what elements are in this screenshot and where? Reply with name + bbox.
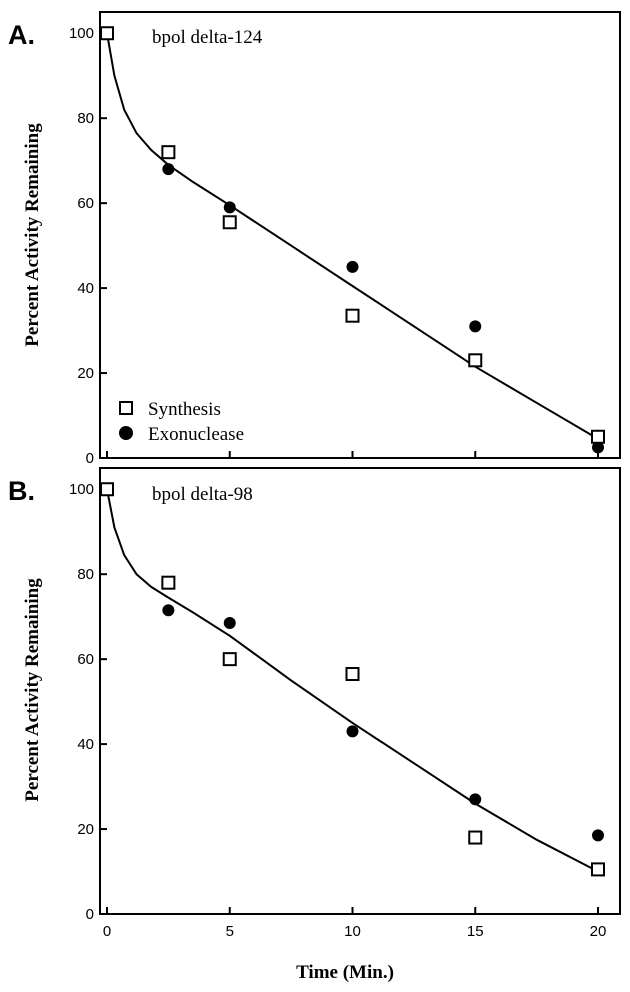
panel-b-letter: B.: [8, 476, 35, 506]
panel-a-y-tick-label: 60: [77, 195, 94, 212]
panel-a-y-tick-label: 20: [77, 365, 94, 382]
panel-b-exonuclease-point: [223, 617, 236, 630]
panel-a-exonuclease-point: [223, 201, 236, 214]
panel-a-synthesis-point: [161, 145, 176, 160]
panel-b-x-tick-label: 20: [590, 923, 607, 940]
panel-b-y-tick-label: 40: [77, 736, 94, 753]
panel-a-y-tick-label: 40: [77, 280, 94, 297]
panel-b-x-tick-label: 15: [467, 923, 484, 940]
panel-b-synthesis-point: [161, 575, 176, 590]
panel-b-x-tick-label: 10: [344, 923, 361, 940]
panel-b-synthesis-point: [222, 652, 237, 667]
panel-b-exonuclease-point: [592, 829, 604, 842]
panel-a-title: bpol delta-124: [152, 27, 263, 48]
panel-b-plot-frame: [99, 467, 621, 915]
panel-b: B. bpol delta-98 Percent Activity Remain…: [8, 467, 621, 983]
panel-b-synthesis-point: [100, 482, 114, 497]
panel-b-exonuclease-point: [162, 604, 175, 617]
panel-a: A. bpol delta-124 Percent Activity Remai…: [8, 11, 621, 467]
panel-b-synthesis-point: [345, 667, 360, 682]
panel-a-letter: A.: [8, 20, 35, 50]
panel-b-synthesis-point: [591, 862, 605, 877]
panel-a-fit-curve: [106, 33, 599, 440]
legend-synthesis-marker: [119, 401, 133, 415]
panel-b-y-tick-label: 60: [77, 651, 94, 668]
panel-b-fit-curve: [106, 489, 599, 873]
panel-a-exonuclease-point: [162, 163, 175, 176]
panel-a-synthesis-point: [100, 26, 114, 41]
panel-a-y-tick-label: 80: [77, 110, 94, 127]
panel-b-exonuclease-point: [469, 793, 482, 806]
panel-b-y-tick-label: 20: [77, 821, 94, 838]
panel-b-y-axis-label: Percent Activity Remaining: [22, 578, 43, 802]
x-axis-label: Time (Min.): [296, 962, 394, 983]
panel-b-synthesis-point: [468, 830, 483, 845]
panel-a-y-tick-label: 100: [69, 25, 94, 42]
panel-a-exonuclease-point: [346, 260, 359, 273]
panel-b-x-tick-label: 0: [103, 923, 111, 940]
panel-a-legend: Synthesis Exonuclease: [119, 399, 244, 445]
panel-b-y-tick-label: 80: [77, 566, 94, 583]
panel-b-title: bpol delta-98: [152, 484, 253, 505]
panel-a-y-axis-label: Percent Activity Remaining: [22, 123, 43, 347]
panel-a-data-layer: 0 20 40 60 80 100: [69, 25, 605, 467]
panel-a-exonuclease-point: [592, 441, 604, 454]
panel-a-synthesis-point: [345, 308, 360, 323]
panel-a-plot-frame: [99, 11, 621, 459]
legend-synthesis-label: Synthesis: [148, 399, 221, 420]
panel-a-y-tick-label: 0: [86, 450, 94, 467]
panel-a-synthesis-point: [591, 429, 605, 444]
panel-b-y-tick-label: 100: [69, 481, 94, 498]
legend-exonuclease-label: Exonuclease: [148, 424, 244, 445]
legend-exonuclease-marker: [119, 426, 133, 440]
panel-b-y-tick-label: 0: [86, 906, 94, 923]
panel-a-synthesis-point: [468, 353, 483, 368]
panel-a-exonuclease-point: [469, 320, 482, 333]
panel-b-x-tick-label: 5: [226, 923, 234, 940]
panel-b-exonuclease-point: [346, 725, 359, 738]
panel-a-synthesis-point: [222, 215, 237, 230]
panel-b-data-layer: 0 20 40 60 80 100 0 5 10 15 20: [69, 481, 606, 940]
